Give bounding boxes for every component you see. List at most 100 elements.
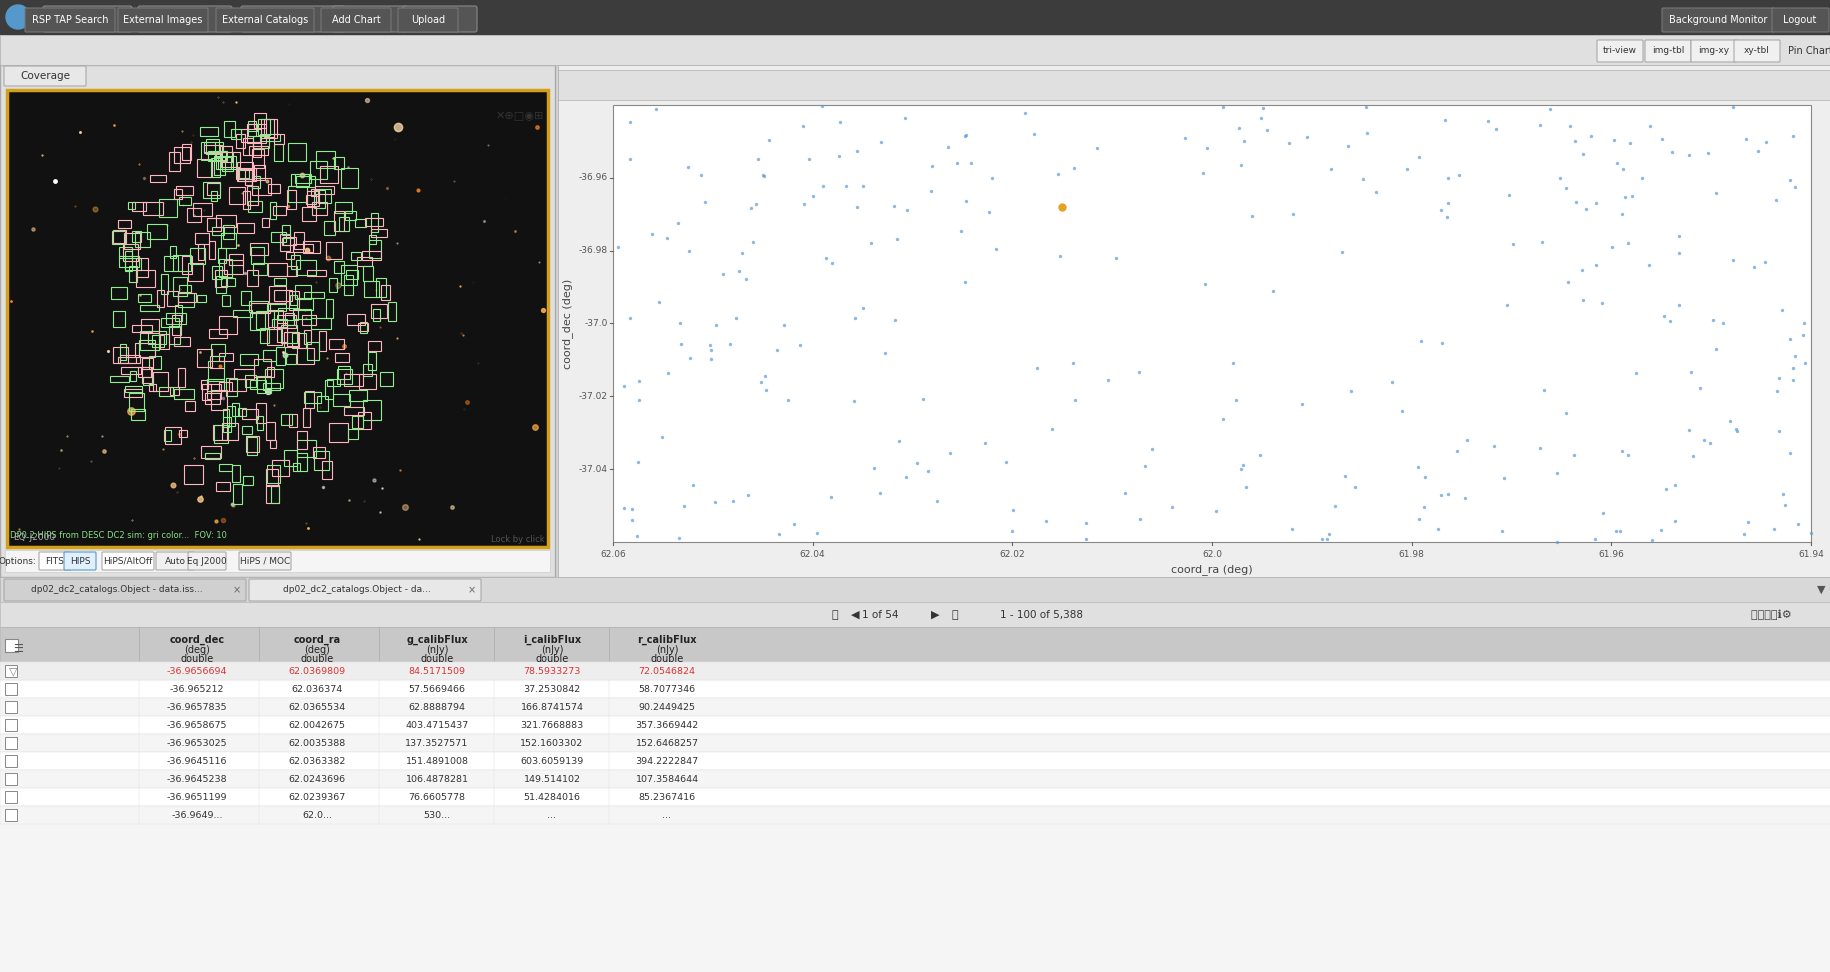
Point	[1554, 274, 1583, 290]
Bar	[240, 354, 258, 364]
Point	[1566, 293, 1596, 308]
Point	[1777, 372, 1806, 388]
Point	[670, 498, 699, 513]
Bar	[198, 295, 207, 301]
Text: 166.8741574: 166.8741574	[520, 703, 584, 712]
Point	[1246, 111, 1276, 126]
Bar	[289, 291, 298, 310]
Point	[1277, 206, 1307, 222]
Bar	[124, 389, 143, 397]
Point	[673, 243, 703, 259]
Text: EQ-J2000: EQ-J2000	[13, 533, 55, 542]
Bar	[265, 369, 284, 388]
Text: double: double	[300, 654, 333, 664]
Bar	[216, 152, 225, 160]
Point	[1605, 523, 1634, 538]
Bar	[203, 182, 220, 198]
Point	[831, 178, 860, 193]
Point	[847, 178, 877, 193]
Point	[1431, 210, 1460, 226]
Point	[1535, 102, 1565, 118]
Text: FITS: FITS	[46, 557, 64, 566]
Point	[1082, 140, 1111, 156]
Bar	[207, 384, 220, 399]
Bar	[381, 285, 390, 299]
Bar	[236, 168, 253, 179]
Bar	[130, 265, 137, 282]
Point	[842, 199, 871, 215]
FancyBboxPatch shape	[4, 579, 245, 601]
Point	[716, 336, 745, 352]
Bar	[373, 308, 379, 321]
Bar	[329, 278, 337, 292]
Point	[1491, 297, 1521, 313]
Bar	[307, 270, 326, 276]
Point	[1473, 113, 1502, 128]
Point	[1486, 524, 1515, 539]
Text: HiPS/AltOff: HiPS/AltOff	[102, 557, 152, 566]
Text: 76.6605778: 76.6605778	[408, 792, 465, 802]
Point	[1715, 413, 1744, 429]
Point	[1689, 433, 1718, 448]
Text: -36.965212: -36.965212	[170, 684, 223, 693]
Point	[679, 476, 708, 492]
Point	[1191, 141, 1221, 156]
Bar	[317, 151, 335, 167]
Bar	[296, 176, 315, 187]
Point	[1030, 513, 1060, 529]
Bar	[302, 207, 317, 222]
Bar	[152, 335, 163, 347]
Text: 51.4284016: 51.4284016	[523, 792, 580, 802]
Bar	[0, 627, 1830, 972]
Bar	[139, 339, 156, 357]
Text: 62.02: 62.02	[999, 550, 1025, 559]
Bar	[5, 639, 18, 652]
Point	[1550, 181, 1579, 196]
Bar	[260, 328, 269, 343]
Point	[743, 151, 772, 166]
Bar	[344, 373, 362, 386]
Bar	[306, 195, 317, 204]
Bar	[271, 232, 285, 242]
Bar	[267, 304, 285, 311]
Point	[651, 230, 681, 246]
Bar	[220, 147, 232, 161]
Bar	[238, 170, 249, 178]
FancyBboxPatch shape	[117, 8, 209, 32]
Bar	[185, 401, 194, 411]
Point	[748, 168, 778, 184]
Text: coord_ra: coord_ra	[293, 635, 340, 645]
Point	[695, 351, 725, 366]
Bar	[311, 189, 318, 195]
Bar	[362, 266, 373, 281]
Bar	[344, 275, 353, 295]
Bar	[7, 90, 547, 547]
Point	[1782, 516, 1812, 532]
Point	[637, 226, 666, 242]
Point	[769, 317, 798, 332]
Point	[1405, 333, 1435, 349]
Text: Add Chart: Add Chart	[331, 15, 381, 25]
Point	[1570, 201, 1599, 217]
Bar	[187, 208, 201, 223]
Point	[1422, 521, 1451, 537]
Point	[1559, 133, 1588, 149]
Bar	[558, 65, 1830, 577]
Point	[1124, 364, 1153, 379]
Bar	[243, 476, 253, 485]
Text: ▶: ▶	[930, 610, 939, 620]
Bar	[371, 303, 386, 318]
Bar	[174, 147, 190, 163]
Bar	[247, 124, 265, 143]
Point	[666, 315, 695, 330]
Bar	[0, 662, 1830, 680]
Bar	[174, 336, 190, 346]
Bar	[176, 186, 194, 195]
Bar	[296, 260, 317, 275]
Bar	[285, 331, 298, 346]
Text: 61.98: 61.98	[1398, 550, 1424, 559]
FancyBboxPatch shape	[42, 6, 132, 32]
Point	[1777, 127, 1806, 143]
Point	[1700, 186, 1729, 201]
Bar	[269, 440, 276, 448]
